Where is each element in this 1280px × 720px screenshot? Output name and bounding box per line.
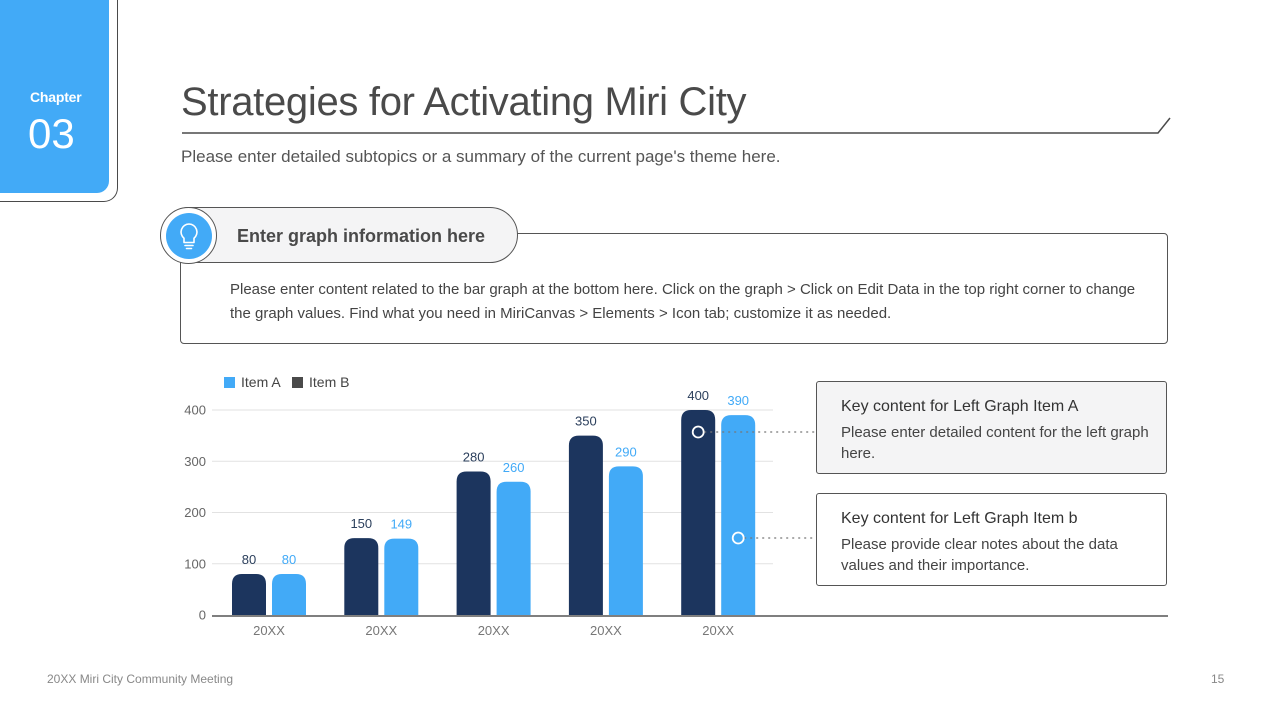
data-label: 390	[727, 393, 749, 408]
callout-b-title: Key content for Left Graph Item b	[841, 510, 1078, 527]
bar-item-a	[568, 435, 603, 615]
legend-swatch-a	[224, 377, 235, 388]
bulb-badge	[166, 213, 212, 259]
data-label: 80	[282, 552, 296, 567]
callout-a-title: Key content for Left Graph Item A	[841, 398, 1079, 415]
page-subtitle: Please enter detailed subtopics or a sum…	[181, 147, 781, 166]
callout-item-b: Key content for Left Graph Item b Please…	[816, 493, 1167, 586]
bar-item-a	[232, 574, 266, 615]
x-tick-label: 20XX	[365, 623, 397, 638]
legend-label-b: Item B	[309, 374, 350, 390]
x-tick-label: 20XX	[590, 623, 622, 638]
bar-item-a	[456, 471, 491, 615]
lightbulb-icon	[180, 223, 198, 250]
legend-item-a: Item A	[224, 374, 281, 390]
x-tick-label: 20XX	[478, 623, 510, 638]
graph-info-heading: Enter graph information here	[237, 226, 486, 246]
data-label: 80	[242, 552, 256, 567]
data-label: 280	[463, 450, 485, 465]
data-label: 260	[503, 460, 525, 475]
data-label: 149	[390, 517, 412, 532]
chapter-outline	[0, 0, 118, 202]
legend-item-b: Item B	[292, 374, 349, 390]
chapter-label: Chapter	[30, 89, 82, 105]
y-tick-label: 300	[184, 454, 206, 469]
data-label: 350	[575, 414, 597, 429]
legend-swatch-b	[292, 377, 303, 388]
callout-a-body: Please enter detailed content for the le…	[841, 424, 1149, 462]
chapter-tab: Chapter 03	[0, 0, 109, 193]
data-label: 150	[350, 516, 372, 531]
callout-a-marker	[691, 425, 705, 439]
bar-item-b	[496, 481, 531, 615]
data-label: 290	[615, 444, 637, 459]
bar-item-b	[721, 415, 756, 615]
footer-text: 20XX Miri City Community Meeting	[47, 672, 234, 686]
bar-item-b	[608, 466, 643, 615]
page-number: 15	[1211, 672, 1225, 686]
callout-item-a: Key content for Left Graph Item A Please…	[816, 381, 1167, 474]
chapter-number: 03	[28, 110, 75, 157]
graph-info-text: Please enter content related to the bar …	[230, 281, 1136, 322]
y-tick-label: 0	[199, 608, 206, 623]
y-tick-label: 200	[184, 505, 206, 520]
data-label: 400	[687, 388, 709, 403]
bar-item-b	[384, 538, 419, 615]
callout-b-marker	[731, 531, 745, 545]
page-title: Strategies for Activating Miri City	[181, 80, 747, 124]
legend-label-a: Item A	[241, 374, 281, 390]
graph-info-pill	[161, 207, 518, 263]
callout-b-body: Please provide clear notes about the dat…	[841, 536, 1118, 574]
bar-item-a	[344, 538, 379, 615]
y-tick-label: 400	[184, 403, 206, 418]
y-tick-label: 100	[184, 556, 206, 571]
x-tick-label: 20XX	[253, 623, 285, 638]
bar-item-a	[681, 410, 716, 615]
x-tick-label: 20XX	[702, 623, 734, 638]
bar-item-b	[272, 574, 306, 615]
